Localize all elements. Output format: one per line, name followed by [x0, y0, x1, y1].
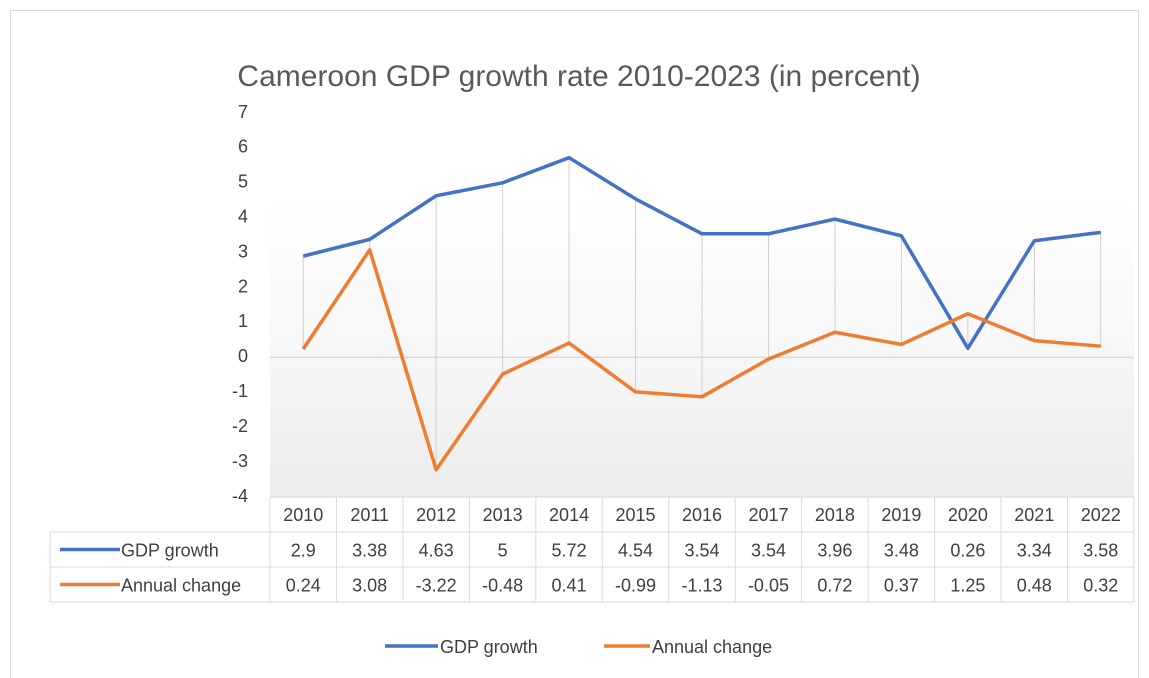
y-tick-label: 5	[238, 172, 248, 192]
y-tick-label: 1	[238, 311, 248, 331]
y-tick-label: 4	[238, 206, 248, 226]
table-row-label: GDP growth	[121, 540, 219, 560]
table-value: 3.08	[352, 575, 387, 595]
table-value: 0.24	[286, 575, 321, 595]
table-value: 4.54	[618, 540, 653, 560]
y-tick-label: -4	[232, 486, 248, 506]
table-value: 5	[498, 540, 508, 560]
table-value: 2.9	[291, 540, 316, 560]
x-tick-label: 2013	[483, 505, 523, 525]
x-tick-label: 2017	[748, 505, 788, 525]
table-value: 3.96	[817, 540, 852, 560]
y-tick-label: -2	[232, 416, 248, 436]
table-value: 3.48	[884, 540, 919, 560]
table-value: 3.54	[751, 540, 786, 560]
x-tick-label: 2012	[416, 505, 456, 525]
series-line	[302, 155, 1101, 351]
x-tick-label: 2021	[1014, 505, 1054, 525]
table-value: 5.72	[552, 540, 587, 560]
table-value: 4.63	[419, 540, 454, 560]
table-value: 0.72	[817, 575, 852, 595]
table-value: 1.25	[950, 575, 985, 595]
table-value: -3.22	[416, 575, 457, 595]
table-value: 0.37	[884, 575, 919, 595]
y-tick-label: 0	[238, 346, 248, 366]
table-value: 3.34	[1017, 540, 1052, 560]
table-row-label: Annual change	[121, 575, 241, 595]
y-tick-label: 2	[238, 276, 248, 296]
series-line	[301, 248, 1101, 472]
table-value: -1.13	[681, 575, 722, 595]
table-value: 0.48	[1017, 575, 1052, 595]
x-tick-label: 2018	[815, 505, 855, 525]
table-value: 0.26	[950, 540, 985, 560]
chart-title: Cameroon GDP growth rate 2010-2023 (in p…	[237, 60, 920, 93]
legend-label: GDP growth	[440, 637, 538, 657]
table-value: -0.05	[748, 575, 789, 595]
table-value: 0.32	[1083, 575, 1118, 595]
x-tick-label: 2014	[549, 505, 589, 525]
table-value: 3.54	[684, 540, 719, 560]
table-value: 3.38	[352, 540, 387, 560]
x-tick-label: 2019	[881, 505, 921, 525]
table-value: 3.58	[1083, 540, 1118, 560]
y-tick-label: 6	[238, 137, 248, 157]
x-tick-label: 2020	[948, 505, 988, 525]
x-tick-label: 2022	[1081, 505, 1121, 525]
y-tick-label: -1	[232, 381, 248, 401]
chart-border	[10, 10, 1139, 678]
y-tick-label: -3	[232, 451, 248, 471]
legend-label: Annual change	[652, 637, 772, 657]
x-tick-label: 2010	[283, 505, 323, 525]
table-value: 0.41	[552, 575, 587, 595]
x-tick-label: 2011	[350, 505, 389, 525]
y-tick-label: 7	[238, 102, 248, 122]
table-value: -0.99	[615, 575, 656, 595]
x-tick-label: 2015	[616, 505, 656, 525]
x-tick-label: 2016	[682, 505, 722, 525]
table-value: -0.48	[482, 575, 523, 595]
y-tick-label: 3	[238, 241, 248, 261]
